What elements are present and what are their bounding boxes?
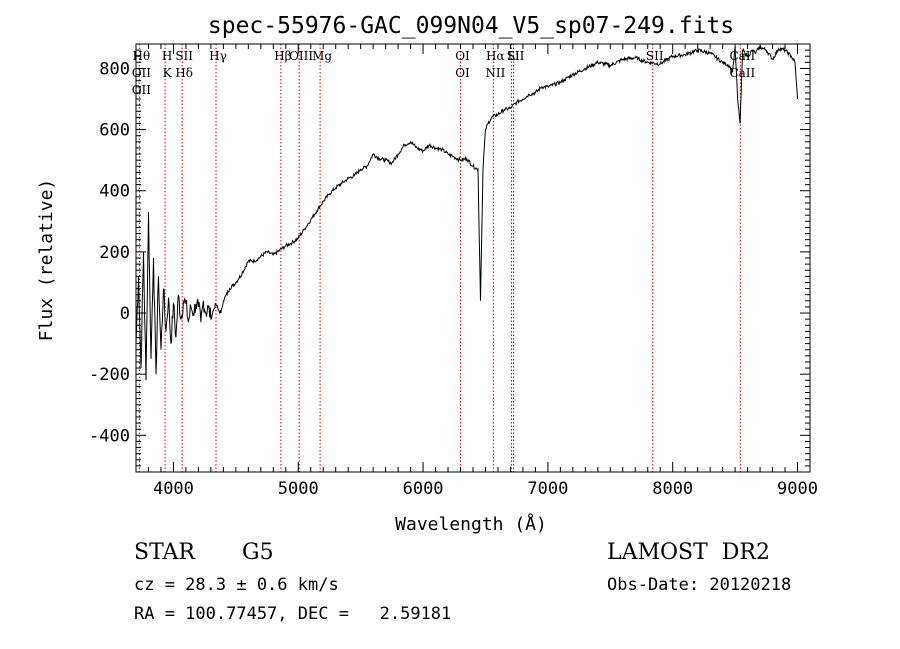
line-marker-label: OIII [289, 49, 313, 63]
line-marker-label: Hδ [175, 66, 193, 80]
survey-name: LAMOST DR2 [607, 540, 770, 565]
line-marker-label: OII [132, 66, 152, 80]
x-tick-label: 9000 [777, 479, 818, 499]
line-marker-label: OI [455, 66, 470, 80]
y-tick-label: 200 [99, 243, 130, 263]
line-marker-label: Hβ [274, 49, 291, 63]
coords-text: RA = 100.77457, DEC = 2.59181 [134, 604, 452, 624]
plot-frame [135, 43, 811, 473]
y-tick-label: 600 [99, 121, 130, 141]
line-marker-label: OII [132, 83, 152, 97]
x-tick-label: 6000 [403, 479, 444, 499]
line-marker-label: SII [646, 49, 664, 63]
line-marker-label: SII [507, 49, 525, 63]
line-marker-label: NII [485, 66, 505, 80]
x-tick-label: 4000 [153, 479, 194, 499]
line-marker-label: Mg [312, 49, 332, 63]
x-tick-label: 5000 [278, 479, 319, 499]
x-tick-label: 7000 [527, 479, 568, 499]
line-marker-label: OI [455, 49, 470, 63]
obs-date-text: Obs-Date: 20120218 [607, 575, 792, 595]
chart-title: spec-55976-GAC_099N04_V5_sp07-249.fits [208, 13, 734, 39]
line-marker-label: Hα [486, 49, 505, 63]
y-tick-label: 400 [99, 182, 130, 202]
object-class: STAR [134, 540, 195, 565]
redshift-text: cz = 28.3 ± 0.6 km/s [134, 575, 339, 595]
y-tick-label: -400 [89, 426, 130, 446]
y-axis-label: Flux (relative) [36, 179, 57, 342]
series-line-flux [135, 45, 798, 381]
line-marker-label: Hθ [133, 49, 151, 63]
line-marker-label: H [162, 49, 172, 63]
x-tick-label: 8000 [652, 479, 693, 499]
line-marker-label: Hγ [209, 49, 227, 63]
line-marker-label: SII [175, 49, 193, 63]
y-tick-label: 0 [120, 304, 130, 324]
axes-group: 4000 5000 6000 7000 8000 9000 -400 -200 0 200 400 6… [89, 43, 818, 499]
object-subclass: G5 [242, 540, 274, 565]
x-axis-label: Wavelength (Å) [395, 513, 547, 535]
y-tick-label: -200 [89, 365, 130, 385]
y-tick-label: 800 [99, 59, 130, 79]
line-marker-label: K [163, 66, 173, 80]
